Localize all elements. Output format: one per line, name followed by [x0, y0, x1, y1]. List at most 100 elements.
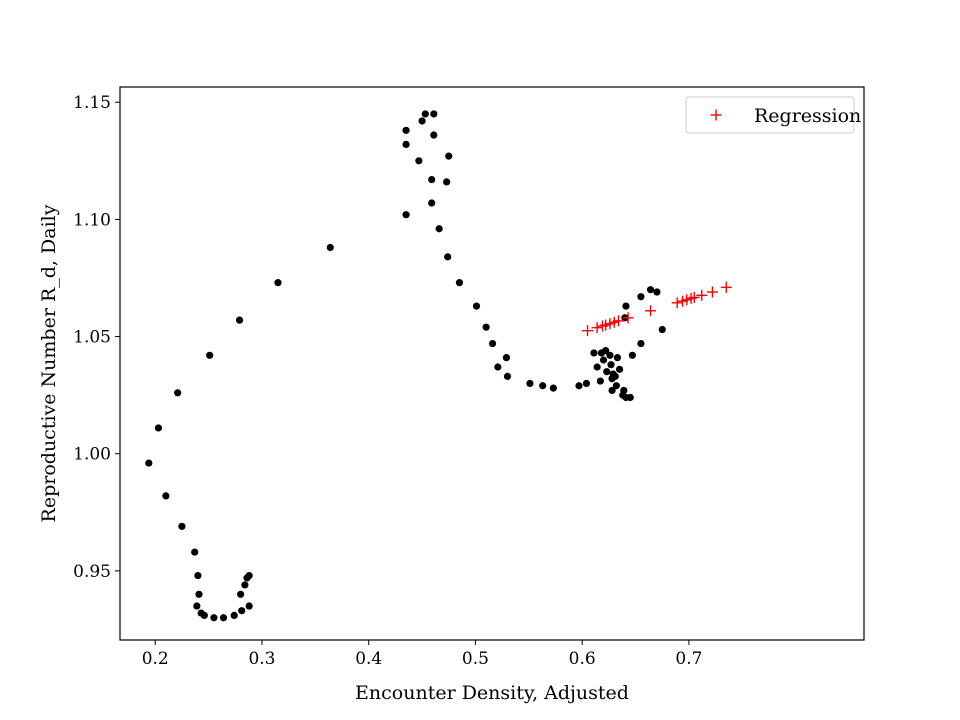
- observed-point: [615, 365, 624, 373]
- observed-point: [637, 339, 645, 348]
- observed-point: [502, 354, 511, 362]
- observed-point: [613, 354, 622, 362]
- regression-point: [612, 315, 624, 327]
- observed-point: [191, 548, 199, 556]
- observed-point: [245, 602, 253, 610]
- observed-point: [428, 175, 436, 184]
- axes-frame: [119, 86, 865, 641]
- observed-point: [596, 377, 604, 385]
- regression-point: [645, 305, 657, 317]
- y-tick-label: 1.15: [73, 93, 111, 113]
- regression-point: [591, 322, 603, 334]
- observed-point: [549, 384, 557, 392]
- x-axis-label: Encounter Density, Adjusted: [355, 682, 629, 704]
- observed-point: [606, 351, 614, 359]
- regression-point: [720, 281, 732, 293]
- observed-point: [402, 211, 410, 219]
- y-tick-label: 1.05: [73, 328, 111, 348]
- y-axis-label: Reproductive Number R_d, Daily: [38, 204, 60, 522]
- observed-point: [154, 424, 163, 432]
- observed-point: [193, 602, 201, 610]
- observed-point: [494, 363, 502, 371]
- observed-point: [238, 607, 246, 615]
- observed-point: [626, 393, 634, 402]
- legend-marker-plus: [710, 109, 722, 121]
- regression-point: [582, 325, 594, 337]
- x-axis-ticks: 0.2 0.3 0.4 0.5 0.6 0.7: [142, 640, 702, 669]
- x-tick-label: 0.6: [569, 649, 596, 669]
- observed-point: [174, 389, 182, 397]
- legend-box: [685, 96, 855, 134]
- observed-point: [444, 253, 452, 261]
- observed-point: [488, 339, 497, 348]
- observed-point: [326, 243, 334, 252]
- x-tick-label: 0.2: [142, 649, 169, 669]
- regression-point: [706, 286, 718, 298]
- observed-point: [402, 126, 410, 134]
- observed-point: [611, 372, 619, 380]
- observed-point: [194, 571, 202, 580]
- observed-point: [637, 293, 645, 301]
- observed-point: [219, 614, 228, 622]
- observed-point: [575, 382, 583, 390]
- regression-point: [696, 289, 708, 301]
- observed-point: [539, 382, 547, 390]
- y-tick-label: 1.00: [73, 445, 111, 465]
- observed-point: [582, 379, 591, 388]
- observed-point: [206, 351, 214, 359]
- observed-point: [210, 614, 218, 622]
- observed-point: [455, 279, 464, 287]
- observed-point: [653, 288, 661, 296]
- regression-point: [688, 291, 700, 303]
- observed-point: [590, 349, 598, 357]
- legend-label-regression: Regression: [754, 105, 861, 127]
- observed-point: [503, 372, 512, 380]
- observed-point: [230, 611, 238, 619]
- observed-point: [415, 157, 423, 165]
- observed-point: [607, 361, 615, 369]
- observed-point: [145, 459, 153, 467]
- observed-point: [237, 590, 245, 598]
- observed-point: [178, 522, 186, 530]
- observed-point: [418, 117, 426, 125]
- observed-point: [628, 351, 636, 359]
- observed-point: [620, 386, 628, 395]
- observed-point: [646, 286, 655, 294]
- observed-point: [430, 110, 438, 118]
- observed-point: [245, 571, 253, 580]
- observed-point: [162, 492, 170, 500]
- observed-point: [445, 152, 453, 160]
- observed-point: [421, 110, 429, 118]
- observed-point: [443, 178, 451, 186]
- observed-point: [602, 347, 610, 355]
- legend: Regression: [685, 96, 861, 134]
- y-tick-label: 0.95: [73, 562, 111, 582]
- y-tick-label: 1.10: [73, 210, 111, 230]
- observed-point: [402, 140, 410, 149]
- observed-point: [195, 590, 203, 598]
- x-tick-label: 0.4: [355, 649, 382, 669]
- x-tick-label: 0.3: [248, 649, 275, 669]
- observed-point: [603, 368, 611, 376]
- plot-area: [145, 110, 732, 622]
- observed-point: [599, 356, 608, 364]
- observed-point: [482, 323, 490, 331]
- observed-point: [658, 325, 666, 334]
- observed-point: [472, 302, 481, 310]
- observed-point: [526, 379, 534, 388]
- x-tick-label: 0.5: [462, 649, 489, 669]
- observed-point: [200, 611, 208, 619]
- regression-point: [671, 297, 683, 309]
- observed-point: [274, 279, 282, 287]
- observed-point: [593, 363, 601, 371]
- x-tick-label: 0.7: [675, 649, 702, 669]
- regression-point: [622, 312, 634, 324]
- observed-point: [241, 581, 249, 589]
- y-axis-ticks: 0.95 1.00 1.05 1.10 1.15: [73, 93, 120, 582]
- observed-point: [428, 199, 436, 207]
- observed-point: [435, 225, 443, 233]
- observed-point: [612, 382, 620, 390]
- observed-point: [235, 316, 244, 324]
- observed-point: [430, 131, 438, 139]
